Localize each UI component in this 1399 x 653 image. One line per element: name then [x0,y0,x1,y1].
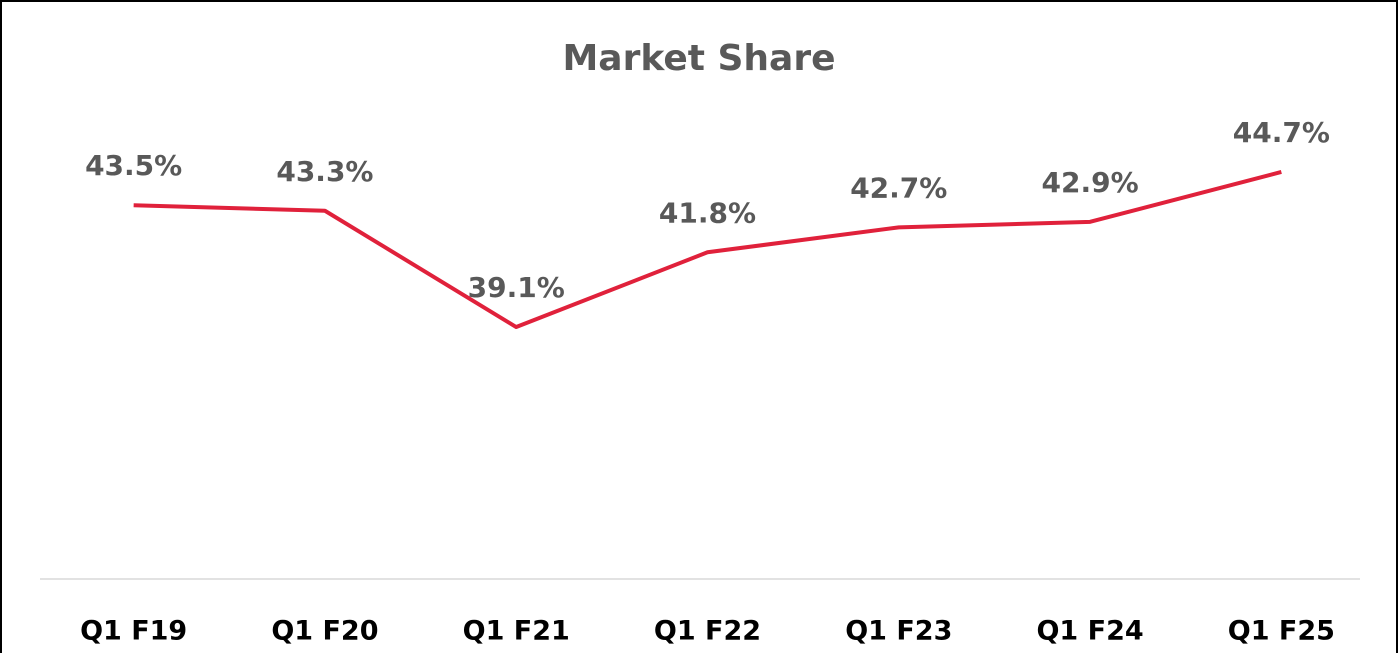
x-tick-label: Q1 F20 [271,616,378,647]
chart-title: Market Share [562,38,835,79]
x-tick-label: Q1 F22 [654,616,761,647]
line-series [133,170,1282,330]
data-label: 41.8% [659,196,756,229]
data-label: 42.7% [850,171,947,204]
x-tick-label: Q1 F19 [80,616,187,647]
data-label: 42.9% [1042,166,1139,199]
data-label: 44.7% [1233,116,1330,149]
data-label: 39.1% [468,271,565,304]
x-tick-label: Q1 F23 [845,616,952,647]
x-tick-label: Q1 F25 [1228,616,1335,647]
data-label: 43.5% [85,149,182,182]
x-tick-label: Q1 F21 [463,616,570,647]
x-tick-label: Q1 F24 [1036,616,1143,647]
data-label: 43.3% [276,155,373,188]
